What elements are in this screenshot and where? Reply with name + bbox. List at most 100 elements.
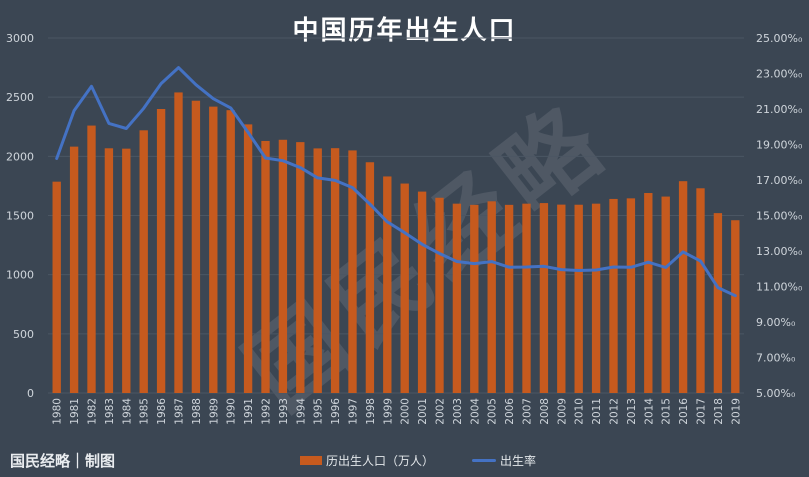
right-tick-label: 23.00%₀ <box>756 68 803 81</box>
x-tick-label: 2012 <box>609 398 621 425</box>
x-tick-label: 2002 <box>435 398 447 425</box>
legend-item-births: 历出生人口（万人） <box>300 452 434 469</box>
right-tick-label: 11.00%₀ <box>756 281 803 294</box>
bar <box>644 193 653 393</box>
x-axis-labels: 1980 1981 1982 1983 1984 1985 1986 1987 1988 1989… <box>52 398 743 425</box>
bar <box>156 109 166 393</box>
right-axis-ticks: 5.00%₀ 7.00%₀ 9.00%₀ 11.00%₀ 13.00%₀ 15.00%₀ 1… <box>756 32 803 400</box>
bar <box>278 139 288 393</box>
x-tick-label: 2009 <box>556 398 568 425</box>
left-tick-label: 3000 <box>6 32 34 45</box>
x-tick-label: 1988 <box>191 398 203 425</box>
x-tick-label: 2013 <box>626 398 638 425</box>
x-tick-label: 2016 <box>678 398 690 425</box>
left-tick-label: 1500 <box>6 210 34 223</box>
x-tick-label: 1980 <box>52 398 64 425</box>
x-tick-label: 2019 <box>730 398 742 425</box>
left-tick-label: 2000 <box>6 150 34 163</box>
x-tick-label: 1985 <box>139 398 151 425</box>
chart-title: 中国历年出生人口 <box>292 16 517 46</box>
bar <box>296 142 305 393</box>
bar <box>609 198 618 393</box>
bar <box>574 204 583 393</box>
x-tick-label: 1981 <box>69 398 81 425</box>
right-tick-label: 19.00%₀ <box>756 139 803 152</box>
x-tick-label: 1995 <box>313 398 325 425</box>
right-tick-label: 15.00%₀ <box>756 210 803 223</box>
x-tick-label: 1989 <box>208 398 220 425</box>
bar <box>261 140 270 393</box>
bar <box>104 148 114 393</box>
bar <box>174 92 183 393</box>
bar <box>487 201 496 393</box>
x-tick-label: 2010 <box>574 398 586 425</box>
bar <box>365 162 375 393</box>
bar <box>69 146 79 393</box>
bar <box>191 100 201 393</box>
bar <box>243 124 253 393</box>
x-tick-label: 1998 <box>365 398 377 425</box>
bar-series <box>52 92 740 394</box>
legend-line-swatch <box>472 459 497 462</box>
bar <box>400 183 409 393</box>
bar <box>591 203 601 393</box>
bar <box>435 197 444 393</box>
bar <box>539 203 549 393</box>
bar <box>87 125 96 394</box>
bar <box>330 148 340 393</box>
x-tick-label: 2007 <box>522 398 534 425</box>
grid-lines <box>48 37 744 394</box>
bar <box>383 176 392 393</box>
right-tick-label: 21.00%₀ <box>756 103 803 116</box>
legend: 历出生人口（万人） 出生率 <box>300 452 566 469</box>
bar <box>52 181 61 393</box>
x-tick-label: 2004 <box>469 398 481 425</box>
x-tick-label: 1984 <box>121 398 133 425</box>
bar <box>226 110 235 393</box>
right-tick-label: 25.00%₀ <box>756 32 803 45</box>
bar <box>678 181 688 393</box>
right-tick-label: 7.00%₀ <box>756 352 796 365</box>
x-tick-label: 1999 <box>382 398 394 425</box>
left-tick-label: 0 <box>27 387 34 400</box>
legend-label-rate: 出生率 <box>500 454 537 468</box>
x-tick-label: 1991 <box>243 398 255 425</box>
legend-item-rate: 出生率 <box>472 452 536 469</box>
bar <box>522 203 531 393</box>
line-series <box>55 66 737 298</box>
bar <box>313 148 322 393</box>
x-tick-label: 2003 <box>452 398 464 425</box>
right-tick-label: 9.00%₀ <box>756 316 796 329</box>
bar <box>713 213 723 393</box>
x-tick-label: 2008 <box>539 398 551 425</box>
birth-rate-line <box>55 66 737 298</box>
x-tick-label: 2005 <box>487 398 499 425</box>
bar <box>504 204 514 393</box>
x-tick-label: 1990 <box>226 398 238 425</box>
bar <box>731 220 740 393</box>
right-tick-label: 5.00%₀ <box>756 387 796 400</box>
bar <box>209 106 218 393</box>
x-tick-label: 1994 <box>295 398 307 425</box>
x-tick-label: 1986 <box>156 398 168 425</box>
bar <box>417 191 427 393</box>
x-tick-label: 2017 <box>696 398 708 425</box>
x-tick-label: 1983 <box>104 398 116 425</box>
x-tick-label: 2018 <box>713 398 725 425</box>
left-tick-label: 2500 <box>6 91 34 104</box>
bar <box>470 204 479 393</box>
x-tick-label: 1997 <box>348 398 360 425</box>
right-tick-label: 13.00%₀ <box>756 245 803 258</box>
x-tick-label: 2000 <box>400 398 412 425</box>
legend-bar-swatch <box>300 456 322 465</box>
bar <box>626 198 636 393</box>
x-tick-label: 2011 <box>591 398 603 425</box>
x-tick-label: 2006 <box>504 398 516 425</box>
x-tick-label: 1982 <box>87 398 99 425</box>
x-tick-label: 1996 <box>330 398 342 425</box>
x-tick-label: 1993 <box>278 398 290 425</box>
legend-label-births: 历出生人口（万人） <box>326 454 435 468</box>
bar <box>452 203 462 393</box>
bar <box>557 204 566 393</box>
